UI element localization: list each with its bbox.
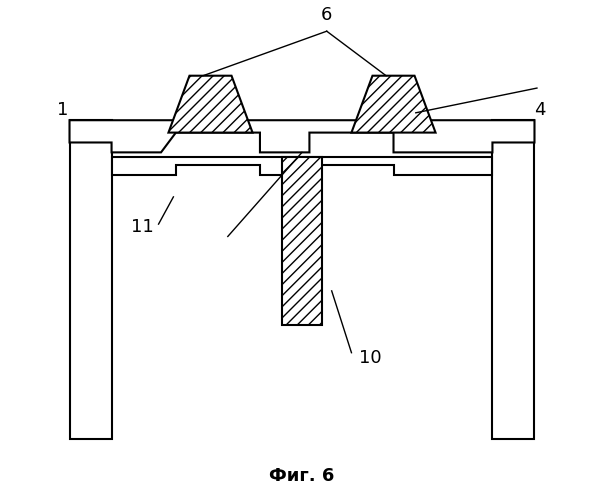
Polygon shape	[352, 76, 435, 132]
Polygon shape	[69, 120, 535, 152]
Bar	[492, 120, 535, 440]
Text: 6: 6	[321, 6, 332, 24]
Text: 4: 4	[534, 102, 545, 119]
Text: 11: 11	[131, 218, 154, 236]
Bar	[69, 120, 112, 440]
Polygon shape	[169, 76, 252, 132]
Text: 1: 1	[57, 102, 68, 119]
Bar	[282, 158, 322, 326]
Polygon shape	[112, 158, 492, 174]
Text: Фиг. 6: Фиг. 6	[269, 468, 335, 485]
Text: 10: 10	[359, 348, 382, 366]
